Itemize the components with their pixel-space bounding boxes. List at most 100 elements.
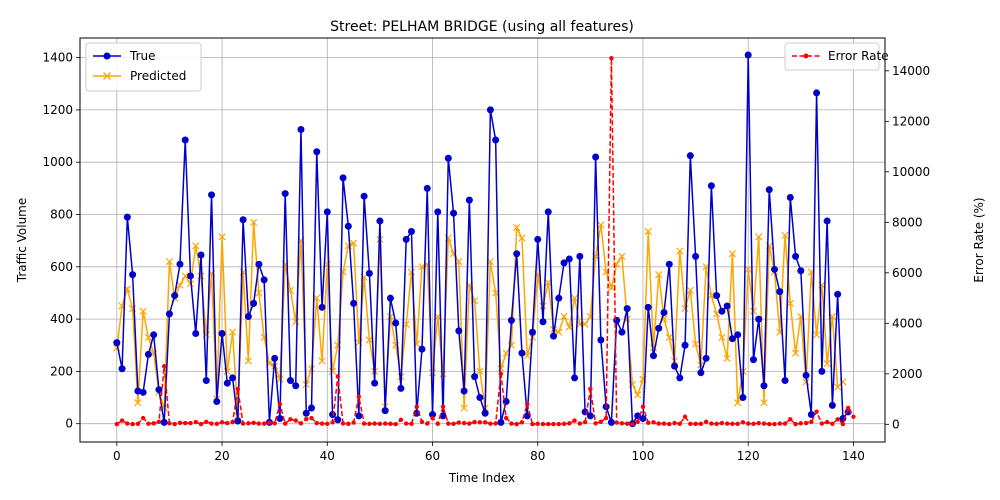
true-point bbox=[165, 310, 173, 318]
error-point bbox=[135, 421, 141, 427]
true-point bbox=[744, 51, 752, 59]
true-point bbox=[434, 208, 442, 216]
true-point bbox=[550, 332, 558, 340]
error-point bbox=[235, 386, 241, 392]
true-point bbox=[571, 374, 579, 382]
error-point bbox=[335, 374, 341, 379]
true-point bbox=[707, 182, 715, 190]
error-point bbox=[209, 421, 214, 426]
error-point bbox=[261, 421, 267, 426]
error-point bbox=[814, 409, 819, 414]
true-point bbox=[113, 339, 121, 347]
error-point bbox=[177, 420, 183, 426]
true-point bbox=[402, 235, 410, 243]
predicted-point bbox=[476, 367, 484, 376]
true-point bbox=[486, 106, 494, 114]
true-point bbox=[539, 318, 547, 326]
error-point bbox=[819, 421, 825, 426]
predicted-point bbox=[560, 312, 568, 321]
true-point bbox=[171, 292, 179, 300]
predicted-point bbox=[218, 233, 226, 241]
error-point bbox=[598, 419, 604, 424]
true-point bbox=[592, 153, 600, 161]
predicted-point bbox=[597, 221, 605, 229]
true-point bbox=[244, 312, 252, 320]
predicted-point bbox=[655, 271, 663, 279]
true-point bbox=[807, 411, 815, 419]
grid bbox=[80, 38, 885, 442]
predicted-point bbox=[439, 370, 447, 378]
true-point bbox=[471, 373, 479, 381]
true-point bbox=[292, 382, 300, 390]
error-point bbox=[588, 386, 593, 392]
error-point bbox=[551, 421, 556, 427]
true-point bbox=[139, 388, 147, 396]
error-point bbox=[193, 419, 198, 425]
error-point bbox=[198, 421, 204, 427]
true-point bbox=[597, 336, 605, 344]
error-point bbox=[430, 415, 435, 421]
true-point bbox=[460, 387, 468, 395]
predicted-point bbox=[665, 333, 673, 342]
error-point bbox=[709, 421, 714, 426]
true-point bbox=[371, 379, 379, 387]
error-point bbox=[114, 421, 120, 427]
error-point bbox=[230, 419, 235, 425]
y-tick-label: 1400 bbox=[42, 51, 73, 65]
error-point bbox=[282, 421, 288, 426]
true-point bbox=[492, 136, 500, 144]
legend-left: True Predicted bbox=[85, 42, 202, 92]
error-point bbox=[572, 418, 577, 423]
error-point bbox=[577, 421, 583, 426]
true-point bbox=[444, 154, 452, 162]
true-point bbox=[734, 331, 742, 339]
x-tick-label: 140 bbox=[842, 449, 865, 463]
predicted-point bbox=[544, 278, 552, 287]
error-point bbox=[688, 421, 693, 427]
predicted-point bbox=[681, 305, 689, 313]
error-point bbox=[419, 419, 425, 424]
legend-true-marker bbox=[103, 52, 111, 60]
error-point bbox=[830, 421, 835, 427]
error-point bbox=[319, 421, 325, 426]
error-point bbox=[519, 420, 525, 425]
predicted-point bbox=[244, 357, 252, 365]
true-point bbox=[818, 367, 826, 375]
true-point bbox=[697, 369, 705, 377]
error-point bbox=[256, 421, 262, 426]
error-point bbox=[514, 421, 519, 427]
predicted-point bbox=[723, 354, 731, 362]
predicted-point bbox=[812, 331, 821, 339]
true-point bbox=[828, 401, 836, 409]
true-point bbox=[455, 327, 463, 335]
predicted-point bbox=[407, 268, 416, 276]
error-point bbox=[325, 421, 330, 427]
predicted-point bbox=[428, 369, 437, 377]
legend-predicted-label: Predicted bbox=[130, 69, 186, 83]
error-point bbox=[183, 420, 188, 426]
plot-frame bbox=[79, 37, 886, 443]
legend-true-label: True bbox=[129, 49, 156, 63]
error-point bbox=[540, 421, 546, 427]
true-point bbox=[639, 414, 647, 422]
true-point bbox=[192, 329, 200, 337]
predicted-point bbox=[755, 233, 763, 241]
predicted-point bbox=[318, 357, 326, 365]
true-point bbox=[318, 303, 326, 311]
error-point bbox=[561, 421, 567, 427]
error-point bbox=[351, 420, 356, 425]
true-point bbox=[660, 309, 668, 317]
error-point bbox=[404, 421, 409, 426]
error-point bbox=[425, 421, 430, 426]
predicted-point bbox=[686, 286, 694, 294]
error-point bbox=[593, 421, 598, 426]
predicted-point bbox=[134, 399, 142, 407]
true-point bbox=[297, 126, 305, 134]
error-point bbox=[672, 420, 677, 426]
true-point bbox=[718, 307, 726, 315]
true-point bbox=[655, 324, 663, 332]
error-point bbox=[272, 421, 277, 426]
true-point bbox=[381, 407, 389, 415]
error-point bbox=[582, 419, 588, 425]
true-point bbox=[534, 235, 542, 243]
